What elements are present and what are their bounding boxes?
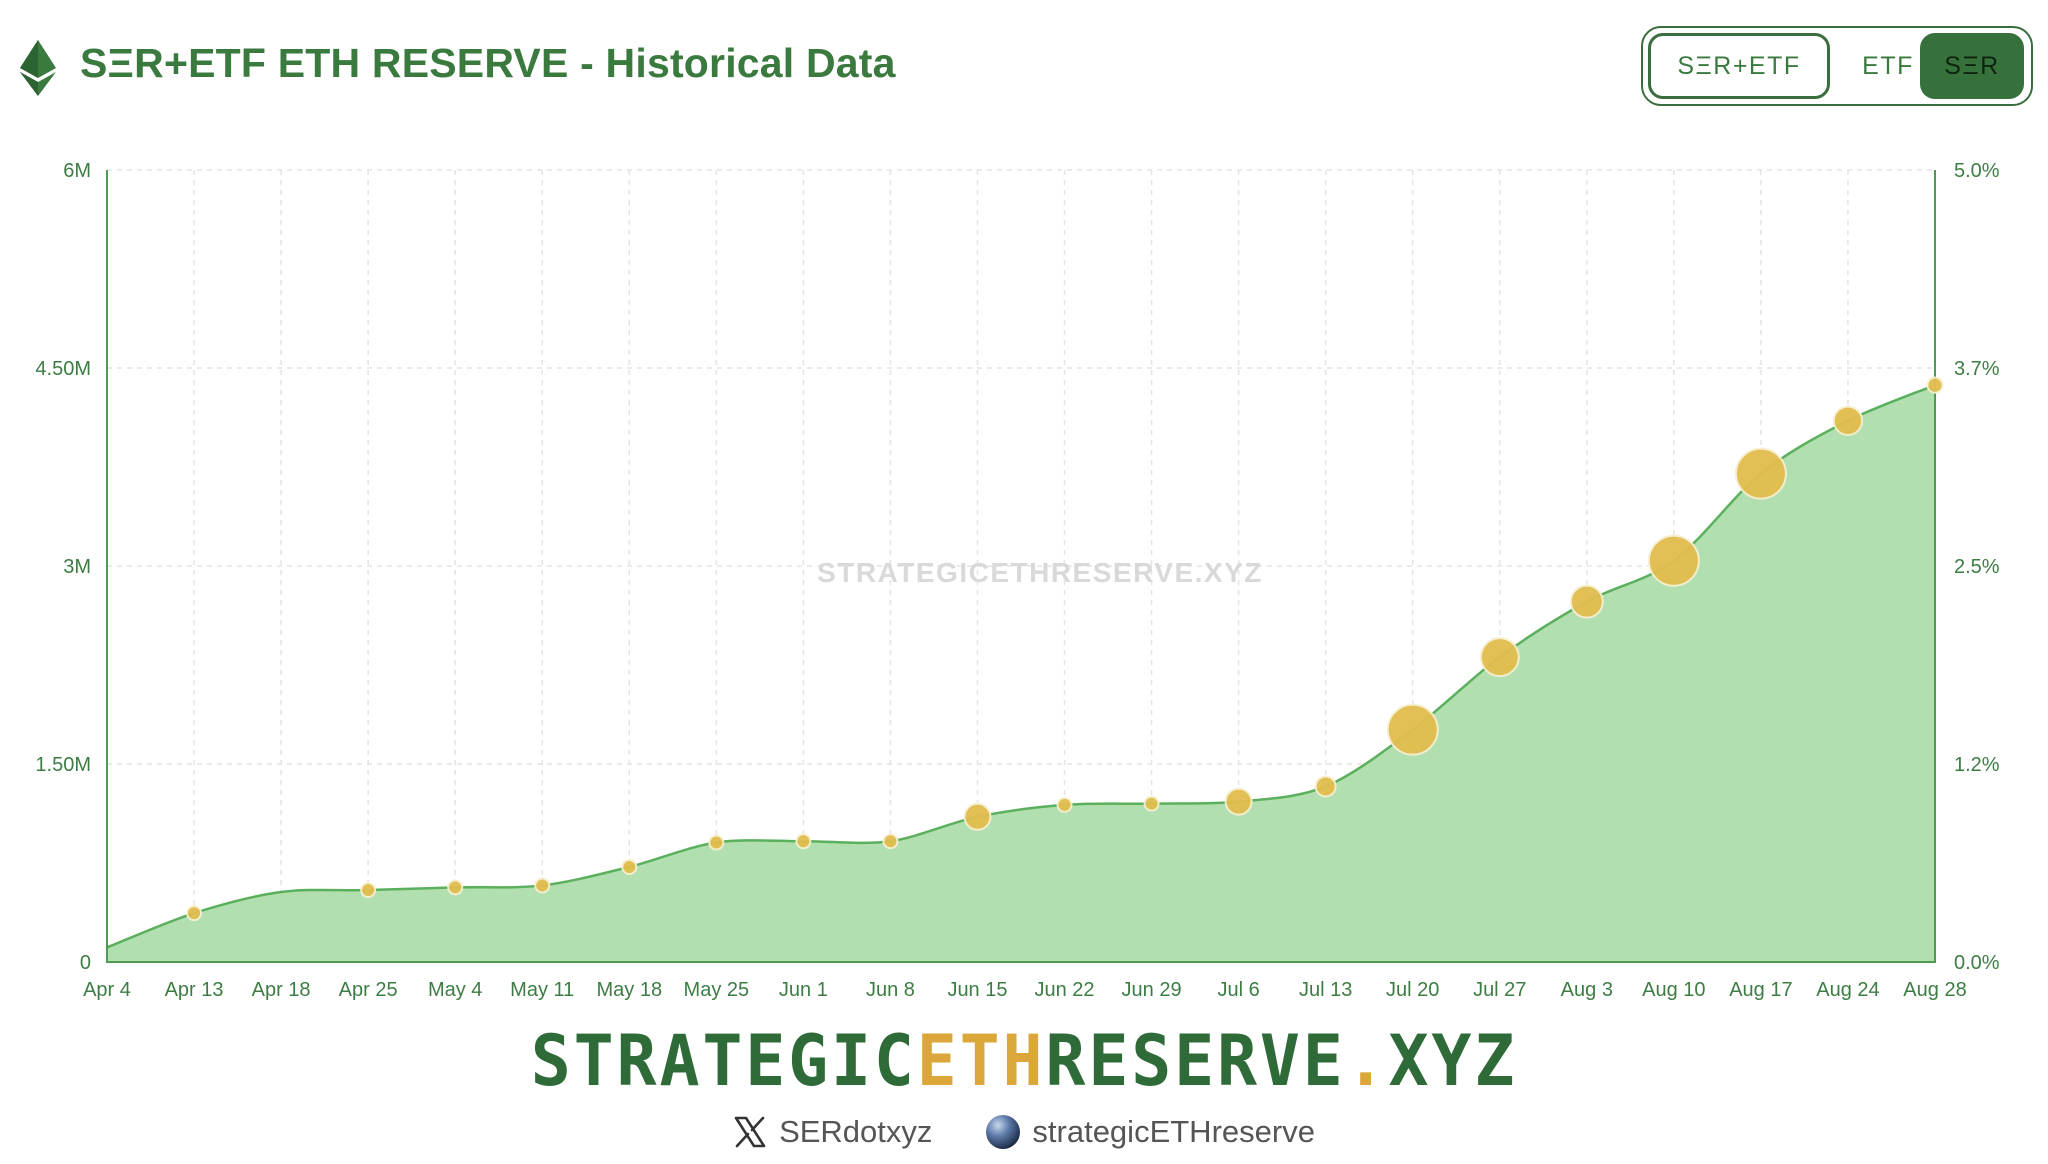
brand-part-dot: . bbox=[1345, 1020, 1389, 1102]
brand-wordmark: STRATEGICETHRESERVE.XYZ bbox=[51, 1020, 1997, 1102]
x-tick-label: Aug 17 bbox=[1729, 979, 1792, 1001]
reserve-area-chart: STRATEGICETHRESERVE.XYZ 01.50M3M4.50M6M0… bbox=[35, 160, 1999, 1001]
social-handle-website: strategicETHreserve bbox=[1032, 1114, 1315, 1149]
toggle-etf-button[interactable]: ETF bbox=[1862, 51, 1914, 80]
globe-icon bbox=[986, 1115, 1021, 1149]
data-point bbox=[1143, 795, 1160, 812]
social-links: SERdotxyz strategicETHreserve bbox=[0, 1110, 2048, 1154]
data-point bbox=[1647, 534, 1700, 587]
data-point bbox=[621, 858, 638, 875]
y-tick-label-right: 2.5% bbox=[1954, 556, 2000, 578]
x-icon bbox=[734, 1116, 766, 1148]
page-title: SΞR+ETF ETH RESERVE - Historical Data bbox=[80, 40, 896, 86]
chart-axes bbox=[106, 170, 1936, 963]
y-tick-label-right: 3.7% bbox=[1954, 358, 2000, 380]
toggle-ser-etf-button[interactable]: SΞR+ETF bbox=[1648, 33, 1830, 99]
data-point bbox=[1224, 787, 1253, 816]
x-tick-label: Jul 13 bbox=[1299, 979, 1352, 1001]
brand-part-xyz: XYZ bbox=[1388, 1020, 1518, 1102]
y-tick-label-right: 5.0% bbox=[1954, 160, 2000, 182]
x-tick-label: Jul 20 bbox=[1386, 979, 1439, 1001]
chart-area bbox=[106, 384, 1936, 962]
social-handle-x: SERdotxyz bbox=[779, 1114, 933, 1149]
header: SΞR+ETF ETH RESERVE - Historical Data SΞ… bbox=[0, 0, 2048, 130]
y-tick-label-right: 0.0% bbox=[1954, 952, 2000, 974]
x-tick-label: Jun 15 bbox=[947, 979, 1007, 1001]
y-tick-label-left: 3M bbox=[63, 556, 91, 578]
brand-part-eth: ETH bbox=[916, 1020, 1046, 1102]
x-tick-label: May 4 bbox=[428, 979, 482, 1001]
data-point bbox=[360, 882, 377, 899]
data-point bbox=[963, 802, 992, 831]
data-point bbox=[447, 879, 464, 896]
y-tick-label-left: 0 bbox=[80, 952, 91, 974]
x-tick-label: Apr 13 bbox=[165, 979, 224, 1001]
data-point bbox=[1479, 637, 1520, 678]
data-point bbox=[1386, 703, 1439, 756]
data-point bbox=[1569, 584, 1604, 619]
brand-part-strategic: STRATEGIC bbox=[530, 1020, 917, 1102]
chart-tick-labels: 0 1.50M 3M 4.50M 6M 0.0% 1.2% 2.5% 3.7% 5.0% Apr 4… bbox=[35, 160, 1999, 1001]
data-point bbox=[795, 833, 812, 850]
x-tick-label: Jun 1 bbox=[779, 979, 828, 1001]
x-tick-label: Aug 10 bbox=[1642, 979, 1705, 1001]
data-point bbox=[1056, 796, 1073, 813]
x-tick-label: Jul 27 bbox=[1473, 979, 1526, 1001]
view-toggle: SΞR+ETF ETF SΞR bbox=[1641, 26, 2033, 106]
data-point bbox=[882, 833, 899, 850]
chart-watermark: STRATEGICETHRESERVE.XYZ bbox=[817, 557, 1263, 588]
x-tick-label: Aug 24 bbox=[1816, 979, 1879, 1001]
data-point bbox=[1314, 775, 1337, 798]
data-point bbox=[1734, 447, 1787, 500]
y-tick-label-left: 1.50M bbox=[35, 754, 91, 776]
data-point bbox=[1926, 376, 1944, 394]
y-tick-label-left: 6M bbox=[63, 160, 91, 182]
x-tick-label: Aug 28 bbox=[1903, 979, 1966, 1001]
series-line bbox=[106, 384, 1936, 949]
x-tick-label: May 18 bbox=[596, 979, 662, 1001]
chart-points bbox=[186, 376, 1944, 922]
series-area-fill bbox=[107, 385, 1935, 962]
x-tick-label: Jun 8 bbox=[866, 979, 915, 1001]
x-tick-label: Apr 25 bbox=[339, 979, 398, 1001]
x-tick-label: May 25 bbox=[684, 979, 750, 1001]
x-tick-label: Jul 6 bbox=[1217, 979, 1259, 1001]
social-link-website[interactable]: strategicETHreserve bbox=[986, 1114, 1315, 1150]
x-tick-label: Apr 18 bbox=[252, 979, 311, 1001]
x-tick-label: Jun 22 bbox=[1034, 979, 1094, 1001]
data-point bbox=[1832, 405, 1864, 436]
x-tick-label: May 11 bbox=[510, 979, 574, 1001]
data-point bbox=[708, 834, 725, 851]
x-tick-label: Aug 3 bbox=[1561, 979, 1613, 1001]
y-tick-label-right: 1.2% bbox=[1954, 754, 2000, 776]
data-point bbox=[186, 905, 203, 922]
toggle-ser-button[interactable]: SΞR bbox=[1920, 33, 2024, 99]
data-point bbox=[534, 877, 551, 894]
social-link-x[interactable]: SERdotxyz bbox=[733, 1114, 932, 1150]
x-tick-label: Jun 29 bbox=[1122, 979, 1182, 1001]
y-tick-label-left: 4.50M bbox=[35, 358, 91, 380]
x-tick-label: Apr 4 bbox=[83, 979, 131, 1001]
brand-part-reserve: RESERVE bbox=[1045, 1020, 1346, 1102]
ethereum-icon bbox=[20, 40, 56, 96]
